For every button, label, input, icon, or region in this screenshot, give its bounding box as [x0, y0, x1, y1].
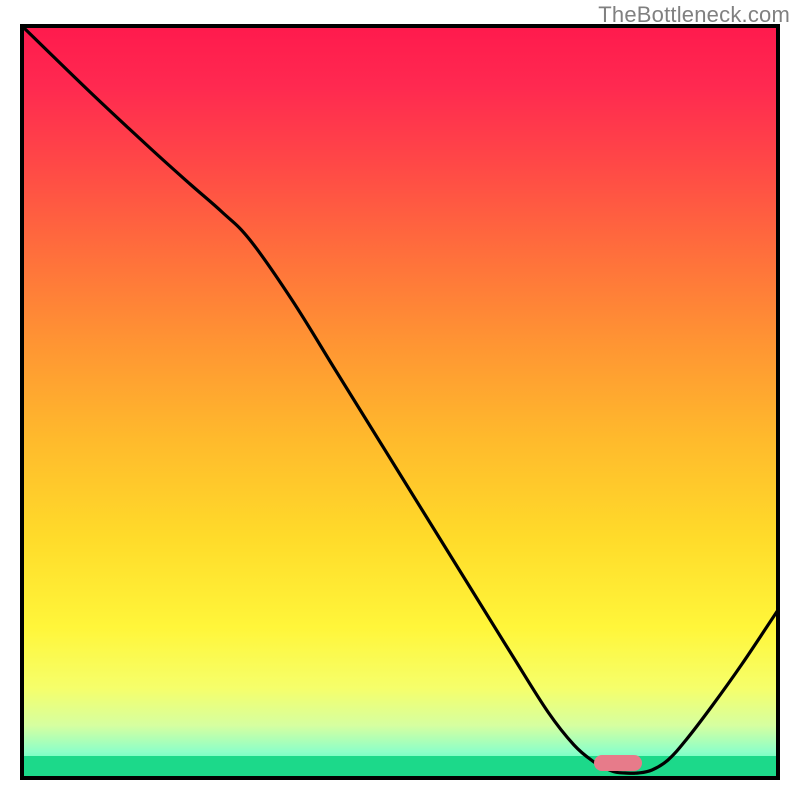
bottleneck-chart — [0, 0, 800, 800]
bottom-green-band — [22, 756, 778, 778]
chart-container: TheBottleneck.com — [0, 0, 800, 800]
optimal-marker — [594, 755, 642, 771]
plot-background — [22, 26, 778, 778]
